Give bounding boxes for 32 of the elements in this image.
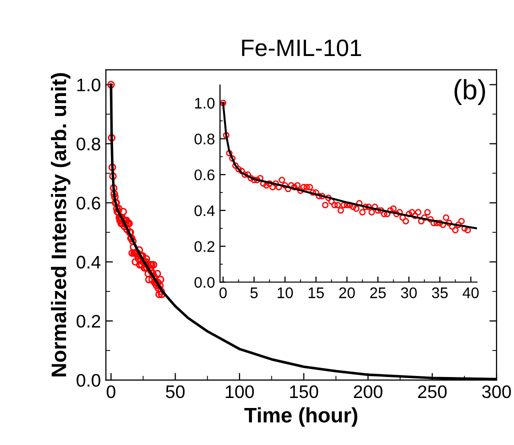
x-tick-label: 200 — [354, 385, 382, 398]
x-tick-label: 15 — [308, 288, 324, 298]
y-tick-label: 0.6 — [194, 169, 214, 180]
y-tick-label: 1.0 — [77, 78, 100, 92]
x-tick-label: 100 — [226, 385, 254, 398]
y-tick-label: 1.0 — [195, 98, 215, 109]
x-tick-label: 0 — [106, 385, 116, 398]
x-tick-label: 150 — [290, 385, 318, 398]
x-tick-label: 35 — [432, 287, 448, 298]
x-tick-label: 40 — [462, 287, 479, 298]
y-axis-title: Normalized Intensity (arb. unit) — [50, 73, 70, 376]
annotation: (b) — [454, 79, 486, 106]
x-tick-label: 250 — [418, 385, 447, 398]
x-tick-label: 50 — [166, 385, 185, 398]
y-tick-label: 0.4 — [76, 256, 100, 269]
y-tick-label: 0.6 — [76, 196, 100, 210]
y-tick-label: 0.2 — [194, 241, 214, 252]
x-axis-title: Time (hour) — [244, 407, 358, 427]
x-tick-label: 25 — [370, 287, 386, 298]
y-tick-label: 0.4 — [194, 205, 215, 216]
y-tick-label: 0.8 — [76, 138, 100, 150]
x-tick-label: 300 — [482, 385, 511, 398]
y-tick-label: 0.2 — [76, 314, 100, 328]
x-tick-label: 0 — [219, 287, 227, 298]
y-tick-label: 0.0 — [194, 277, 215, 288]
y-tick-label: 0.0 — [76, 374, 100, 387]
y-tick-label: 0.8 — [194, 134, 214, 144]
x-tick-label: 10 — [278, 287, 293, 298]
x-tick-label: 5 — [250, 288, 258, 298]
x-tick-label: 30 — [400, 287, 417, 298]
x-tick-label: 20 — [339, 287, 355, 298]
chart-title: Fe-MIL-101 — [242, 39, 362, 56]
